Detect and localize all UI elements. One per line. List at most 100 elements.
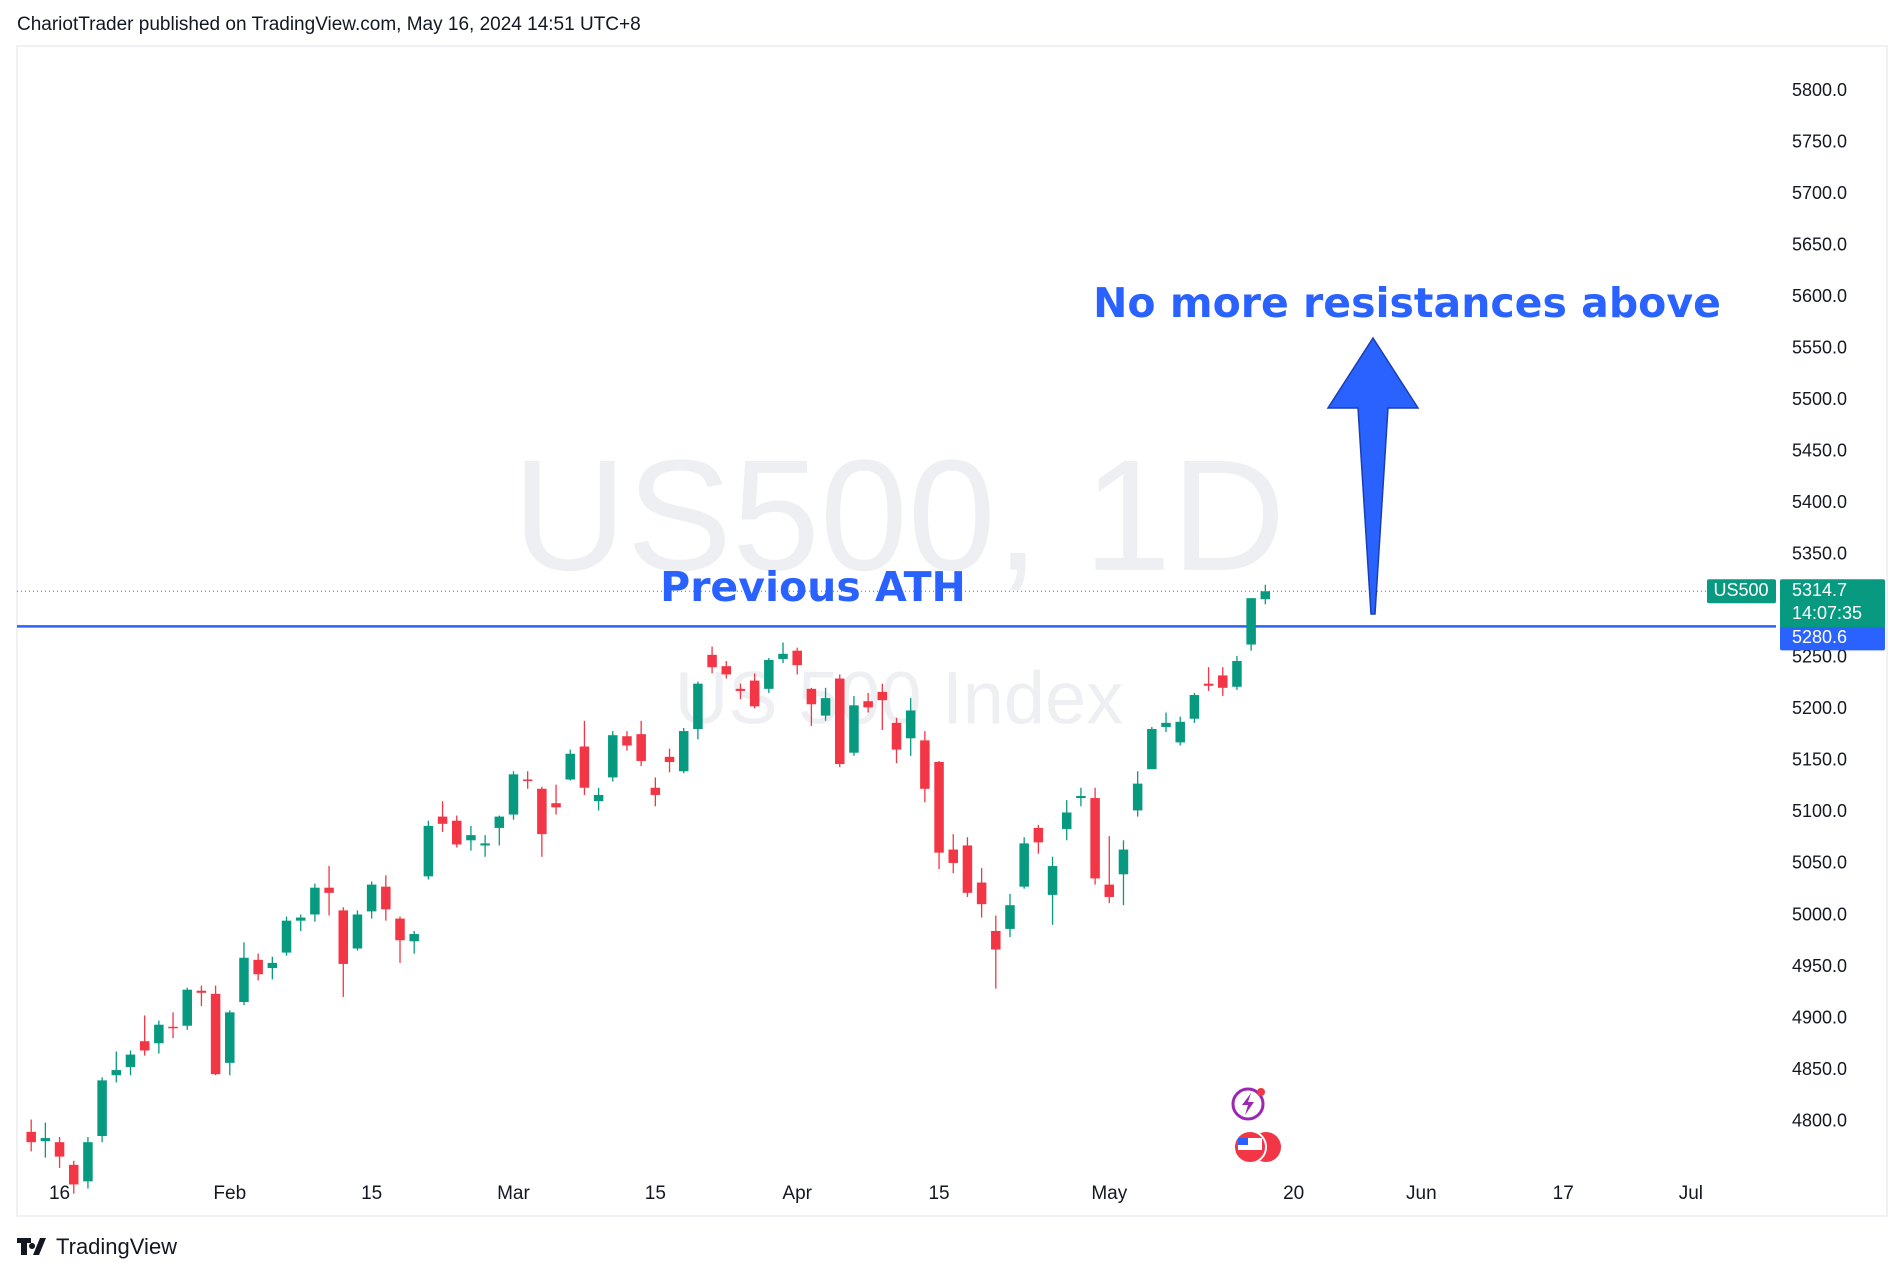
x-tick-label: 15: [928, 1183, 949, 1204]
candle-body: [1033, 827, 1044, 843]
candle-body: [891, 722, 902, 750]
candle-body: [877, 691, 888, 701]
y-tick-label: 5500.0: [1792, 389, 1847, 409]
candle-body: [182, 989, 192, 1026]
candle-body: [1118, 849, 1129, 875]
candle-body: [1104, 884, 1115, 897]
candle-body: [678, 731, 689, 772]
candle-body: [494, 816, 505, 828]
candle-body: [976, 882, 987, 905]
candle-body: [934, 761, 944, 853]
candle-body: [40, 1138, 51, 1142]
candle-body: [1175, 721, 1185, 743]
y-tick-label: 5650.0: [1792, 235, 1847, 255]
candle-body: [664, 756, 675, 762]
candle-body: [225, 1012, 235, 1063]
candle-body: [54, 1142, 65, 1157]
x-tick-label: 17: [1553, 1183, 1574, 1204]
candle-body: [168, 1026, 178, 1029]
candle-body: [820, 698, 831, 716]
y-tick-label: 5000.0: [1792, 904, 1847, 924]
candle-body: [395, 918, 405, 941]
series-tag-label: US500: [1713, 580, 1768, 600]
series-tag: [1707, 579, 1776, 604]
candle-body: [735, 688, 746, 691]
candle-body: [522, 779, 533, 782]
x-tick-label: 16: [49, 1183, 70, 1204]
candle-body: [154, 1024, 164, 1044]
candle-body: [1005, 905, 1015, 929]
candle-body: [835, 678, 845, 765]
x-tick-label: 15: [361, 1183, 382, 1204]
candle-body: [778, 653, 788, 659]
candle-body: [636, 734, 646, 761]
x-tick-label: May: [1091, 1183, 1127, 1204]
candle-body: [253, 959, 263, 975]
countdown: 14:07:35: [1792, 603, 1862, 623]
x-tick-label: 15: [645, 1183, 666, 1204]
candle-body: [324, 887, 334, 893]
y-tick-label: 5350.0: [1792, 544, 1847, 564]
candle-body: [565, 753, 575, 780]
candle-body: [537, 788, 547, 835]
y-tick-label: 5550.0: [1792, 338, 1847, 358]
candle-body: [409, 934, 419, 942]
candle-body: [1076, 795, 1086, 799]
candle-body: [1061, 812, 1072, 829]
candle-body: [480, 843, 490, 846]
y-tick-label: 5750.0: [1792, 132, 1847, 152]
candle-body: [1203, 683, 1214, 686]
price-tag-label: 5314.7: [1792, 580, 1847, 600]
y-tick-label: 5700.0: [1792, 183, 1847, 203]
candle-body: [1232, 661, 1242, 687]
y-tick-label: 5600.0: [1792, 286, 1847, 306]
candle-body: [608, 735, 618, 778]
candle-body: [849, 705, 859, 753]
candle-body: [1161, 722, 1171, 727]
candle-body: [366, 884, 377, 912]
candle-body: [1189, 695, 1200, 719]
candle-body: [381, 886, 391, 910]
candle-body: [267, 962, 278, 969]
candle-body: [352, 914, 363, 949]
candle-body: [125, 1054, 136, 1067]
candle-body: [111, 1070, 122, 1076]
candle-body: [792, 650, 802, 666]
candle-body: [622, 736, 632, 746]
candle-body: [26, 1131, 36, 1143]
event-icon: [1238, 1138, 1248, 1145]
candle-body: [1218, 675, 1228, 688]
candle-body: [551, 803, 561, 808]
candle-body: [239, 957, 249, 1003]
candle-body: [508, 774, 519, 815]
candle-body: [749, 680, 760, 707]
candle-body: [97, 1080, 107, 1136]
y-tick-label: 4800.0: [1792, 1110, 1847, 1130]
candle-body: [83, 1142, 93, 1182]
candle-body: [1090, 798, 1100, 879]
x-tick-label: Apr: [782, 1183, 812, 1204]
y-tick-label: 5450.0: [1792, 441, 1847, 461]
annotation: No more resistances above: [1093, 279, 1721, 327]
candle-body: [650, 787, 661, 795]
x-tick-label: Feb: [213, 1183, 246, 1204]
candle-body: [1132, 783, 1143, 811]
arrow: [1326, 336, 1420, 615]
candle-body: [210, 993, 221, 1075]
candle-body: [452, 820, 462, 845]
candle-body: [196, 990, 207, 993]
candle-body: [310, 887, 320, 915]
y-tick-label: 5400.0: [1792, 492, 1847, 512]
brand: TradingView: [56, 1234, 177, 1259]
candle-body: [1019, 843, 1029, 887]
logo-mark: [17, 1238, 46, 1255]
y-tick-label: 5150.0: [1792, 750, 1847, 770]
candle-body: [721, 666, 732, 675]
watermark: US500, 1D: [513, 428, 1286, 604]
y-tick-label: 4900.0: [1792, 1007, 1847, 1027]
event-icons: [1231, 1087, 1281, 1164]
candle-body: [295, 917, 306, 921]
candle-body: [1147, 729, 1157, 770]
